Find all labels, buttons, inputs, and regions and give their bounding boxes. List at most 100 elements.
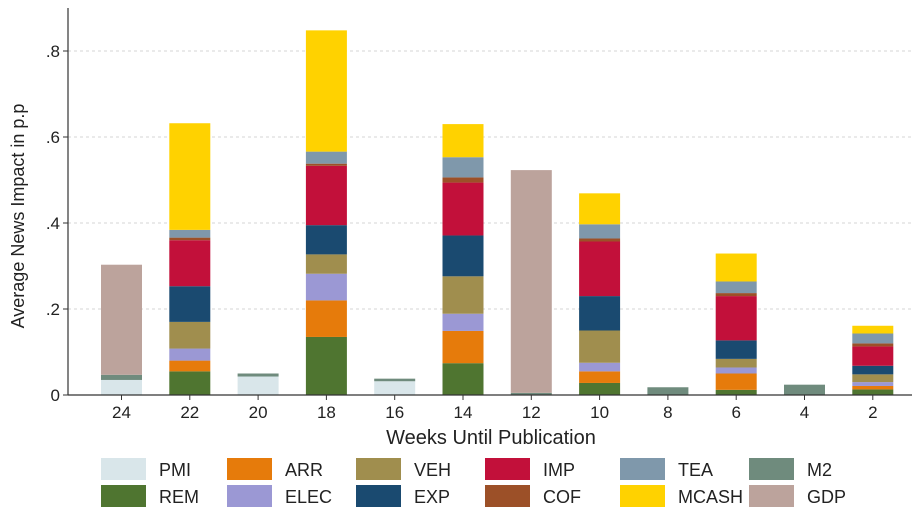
bars	[101, 30, 894, 395]
bar-segment-exp-6	[715, 340, 757, 359]
legend-swatch	[620, 458, 665, 480]
bar-segment-exp-10	[579, 296, 621, 331]
y-tick-labels: 0 .2 .4 .6 .8	[46, 42, 68, 405]
legend-label: GDP	[807, 487, 846, 507]
bar-segment-exp-18	[305, 225, 347, 255]
x-tick-label: 18	[317, 403, 336, 422]
bar-segment-arr-14	[442, 330, 484, 364]
x-tick-label: 22	[180, 403, 199, 422]
bar-segment-elec-2	[852, 382, 894, 386]
bar-segment-rem-6	[715, 389, 757, 395]
bar-segment-mcash-22	[169, 123, 211, 230]
legend-item-veh: VEH	[356, 458, 451, 480]
bar-segment-arr-18	[305, 300, 347, 337]
bar-segment-exp-14	[442, 235, 484, 277]
bar-segment-imp-22	[169, 240, 211, 287]
bar-segment-rem-10	[579, 382, 621, 395]
bar-segment-veh-14	[442, 276, 484, 314]
legend-label: M2	[807, 460, 832, 480]
legend-item-rem: REM	[101, 485, 199, 507]
bar-segment-gdp-24	[101, 264, 142, 375]
legend-label: EXP	[414, 487, 450, 507]
legend-swatch	[485, 485, 530, 507]
legend-item-imp: IMP	[485, 458, 575, 480]
bar-segment-elec-6	[715, 367, 757, 374]
bar-segment-elec-18	[305, 273, 347, 301]
bar-segment-tea-10	[579, 224, 621, 239]
bar-segment-elec-10	[579, 362, 621, 372]
legend-swatch	[485, 458, 530, 480]
bar-segment-veh-6	[715, 358, 757, 368]
y-axis-label: Average News Impact in p.p	[8, 104, 28, 329]
bar-segment-gdp-12	[510, 170, 552, 393]
legend-label: VEH	[414, 460, 451, 480]
bar-segment-imp-18	[305, 165, 347, 226]
legend-item-mcash: MCASH	[620, 485, 743, 507]
legend-item-pmi: PMI	[101, 458, 191, 480]
x-tick-label: 12	[522, 403, 541, 422]
x-tick-label: 24	[112, 403, 131, 422]
legend-swatch	[620, 485, 665, 507]
legend-item-arr: ARR	[227, 458, 323, 480]
y-tick-label: .2	[46, 300, 60, 319]
bar-segment-m2-20	[237, 373, 279, 377]
legend-label: ELEC	[285, 487, 332, 507]
y-tick-label: 0	[51, 386, 60, 405]
bar-segment-arr-6	[715, 373, 757, 390]
bar-segment-cof-6	[715, 293, 757, 297]
x-tick-label: 20	[249, 403, 268, 422]
x-tick-label: 14	[454, 403, 473, 422]
bar-segment-arr-2	[852, 385, 894, 390]
y-tick-label: .8	[46, 42, 60, 61]
bar-segment-mcash-14	[442, 124, 484, 158]
y-tick-label: .6	[46, 128, 60, 147]
bar-segment-cof-2	[852, 343, 894, 347]
bar-segment-exp-2	[852, 365, 894, 375]
legend-swatch	[101, 485, 146, 507]
legend-swatch	[227, 485, 272, 507]
legend-item-exp: EXP	[356, 485, 450, 507]
bar-segment-mcash-10	[579, 193, 621, 225]
bar-segment-rem-22	[169, 371, 211, 395]
bar-segment-tea-6	[715, 281, 757, 294]
bar-segment-cof-10	[579, 238, 621, 242]
y-tick-label: .4	[46, 214, 60, 233]
bar-segment-pmi-24	[101, 379, 142, 395]
legend-label: PMI	[159, 460, 191, 480]
legend-swatch	[101, 458, 146, 480]
bar-segment-m2-4	[784, 384, 825, 395]
bar-segment-tea-18	[305, 151, 347, 164]
legend-label: MCASH	[678, 487, 743, 507]
x-tick-label: 10	[590, 403, 609, 422]
bar-segment-elec-22	[169, 348, 211, 361]
legend-item-cof: COF	[485, 485, 581, 507]
bar-segment-mcash-2	[852, 325, 894, 334]
legend-swatch	[356, 458, 401, 480]
bar-segment-elec-14	[442, 313, 484, 331]
legend-label: COF	[543, 487, 581, 507]
bar-segment-pmi-20	[237, 376, 279, 395]
x-tick-label: 2	[868, 403, 877, 422]
legend-item-gdp: GDP	[749, 485, 846, 507]
bar-segment-tea-2	[852, 333, 894, 344]
bar-segment-m2-8	[647, 387, 689, 395]
bar-segment-mcash-18	[305, 30, 347, 152]
bar-segment-veh-2	[852, 374, 894, 383]
x-tick-label: 8	[663, 403, 672, 422]
legend-label: IMP	[543, 460, 575, 480]
bar-segment-arr-10	[579, 371, 621, 383]
legend-label: ARR	[285, 460, 323, 480]
legend: PMI REM ARR ELEC VEH EXP IMP COF TEA MCASH M2 GDP	[101, 458, 846, 507]
legend-item-tea: TEA	[620, 458, 713, 480]
legend-swatch	[749, 485, 794, 507]
bar-segment-tea-14	[442, 157, 484, 178]
bar-segment-arr-22	[169, 360, 211, 372]
legend-swatch	[356, 485, 401, 507]
bar-segment-veh-10	[579, 330, 621, 363]
bar-segment-veh-18	[305, 254, 347, 274]
bar-segment-rem-2	[852, 389, 894, 395]
x-axis-label: Weeks Until Publication	[386, 427, 596, 449]
legend-swatch	[749, 458, 794, 480]
legend-label: REM	[159, 487, 199, 507]
